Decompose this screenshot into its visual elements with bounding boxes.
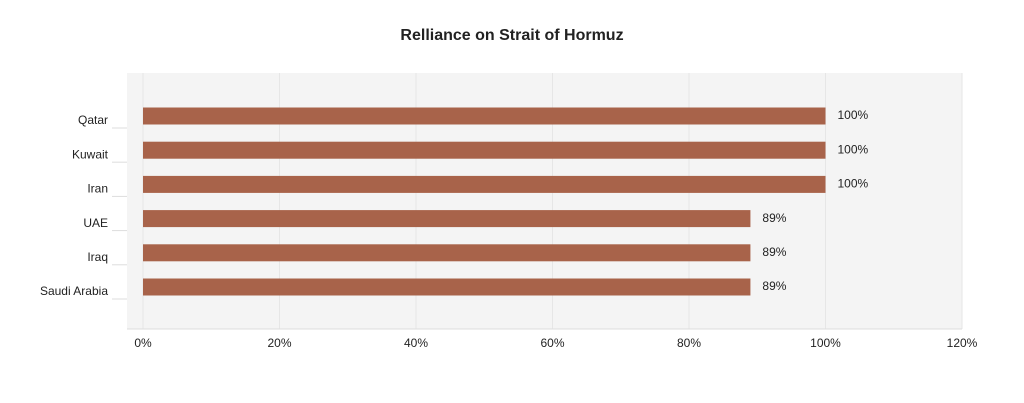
data-label: 89% [762,279,786,293]
data-label: 100% [838,108,869,122]
y-tick-label: Kuwait [72,147,109,161]
chart-title: Relliance on Strait of Hormuz [400,27,623,44]
x-tick-label: 80% [677,336,701,350]
x-tick-label: 120% [947,336,978,350]
bar [143,210,751,228]
y-tick-label: UAE [83,216,108,230]
data-label: 89% [762,245,786,259]
x-tick-label: 0% [134,336,152,350]
x-tick-label: 40% [404,336,428,350]
bar [143,141,826,159]
x-tick-label: 100% [810,336,841,350]
data-label: 89% [762,211,786,225]
y-tick-label: Qatar [78,113,108,127]
y-tick-label: Saudi Arabia [40,284,108,298]
bar [143,107,826,125]
bar [143,278,751,296]
x-tick-label: 20% [267,336,291,350]
data-label: 100% [838,142,869,156]
data-label: 100% [838,177,869,191]
bar [143,244,751,262]
bar [143,175,826,193]
y-tick-label: Iraq [87,250,108,264]
y-tick-label: Iran [87,182,108,196]
x-tick-label: 60% [540,336,564,350]
